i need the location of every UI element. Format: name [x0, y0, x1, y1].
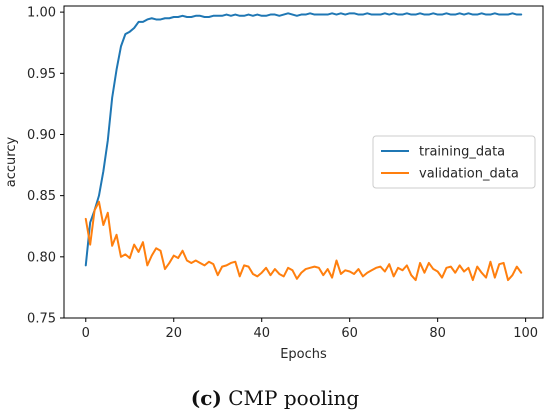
- caption-text: CMP pooling: [221, 386, 360, 410]
- legend-label-training-data: training_data: [419, 145, 505, 160]
- y-tick-label: 0.95: [27, 67, 56, 82]
- y-tick-label: 1.00: [27, 6, 56, 21]
- axes: 0 20 40 60 80 100 0.75 0.80 0.85 0.90 0.95 1.00: [27, 5, 544, 341]
- legend-label-validation-data: validation_data: [419, 167, 519, 182]
- figure-caption: (c) CMP pooling: [0, 386, 550, 410]
- plot-frame: [63, 5, 544, 319]
- caption-label: (c): [190, 386, 222, 410]
- legend-box: [372, 135, 536, 189]
- x-axis-label: Epochs: [280, 347, 327, 362]
- x-tick-label: 60: [341, 326, 358, 341]
- x-tick-label: 40: [253, 326, 270, 341]
- x-tick-label: 80: [429, 326, 446, 341]
- y-tick-label: 0.90: [27, 128, 56, 143]
- y-tick-label: 0.85: [27, 189, 56, 204]
- series-line-validation-data: [84, 200, 523, 282]
- y-tick-label: 0.75: [27, 312, 56, 327]
- x-tick-label: 20: [165, 326, 182, 341]
- legend: training_data validation_data: [372, 135, 536, 189]
- line-chart: 0 20 40 60 80 100 0.75 0.80 0.85 0.90 0.95 1.00 tra…: [4, 5, 544, 362]
- series-line-training-data: [84, 12, 523, 267]
- y-axis-label: accurcy: [4, 136, 19, 187]
- x-tick-label: 0: [82, 326, 90, 341]
- y-tick-label: 0.80: [27, 250, 56, 265]
- x-tick-label: 100: [513, 326, 538, 341]
- plot-area: [84, 12, 523, 282]
